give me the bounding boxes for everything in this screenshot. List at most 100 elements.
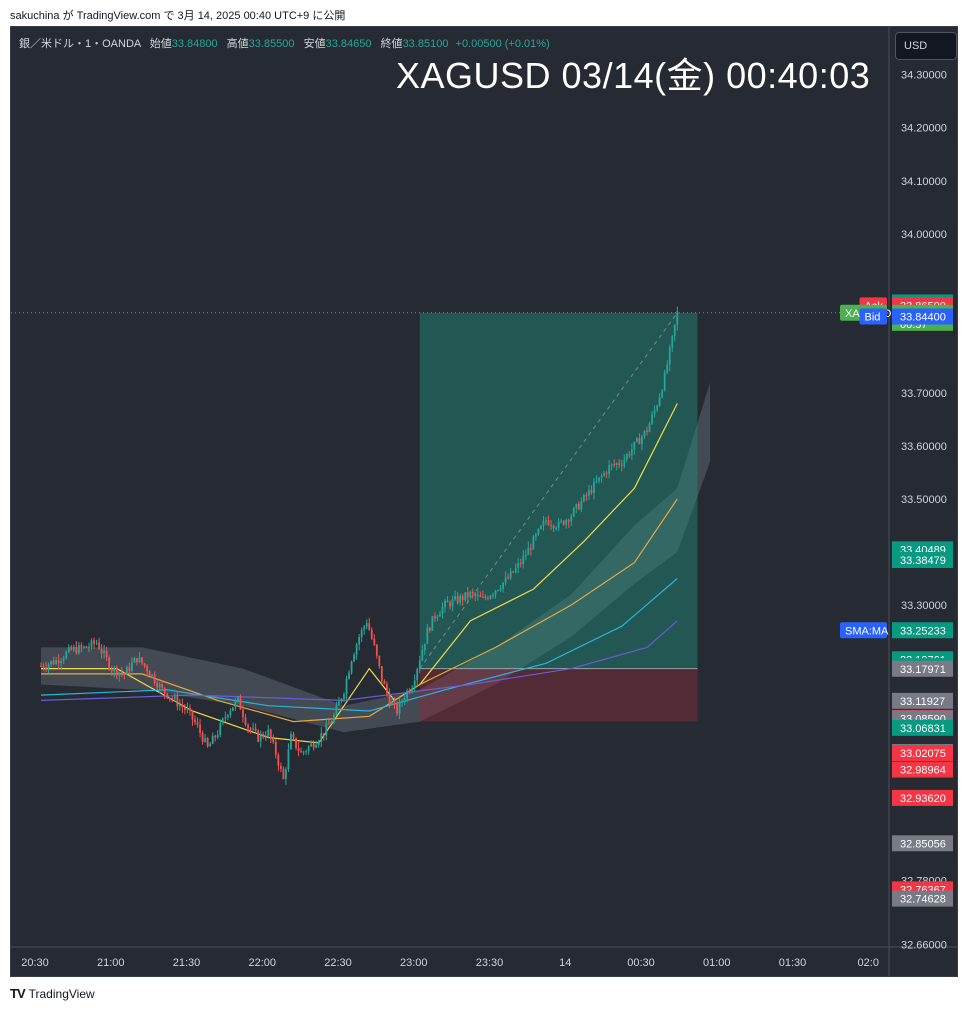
candle-body: [166, 693, 169, 699]
candle-body: [492, 594, 494, 596]
candle-body: [413, 680, 416, 689]
candle-body: [153, 674, 156, 683]
candle-body: [158, 684, 161, 688]
candle-body: [108, 657, 111, 669]
candle-body: [136, 658, 138, 663]
candle-body: [393, 702, 396, 704]
candle-body: [118, 672, 121, 676]
candle-body: [471, 591, 474, 594]
candle-body: [661, 390, 664, 397]
candle-body: [370, 630, 373, 639]
price-chart[interactable]: 20:30 21:00 21:30 22:00 22:30 23:00 23:30 14 00:…: [11, 27, 957, 976]
candle-body: [522, 555, 525, 564]
candle-body: [156, 682, 159, 688]
candle-body: [570, 516, 573, 522]
candle-body: [330, 722, 333, 724]
candle-body: [80, 645, 83, 648]
candle-body: [93, 640, 95, 644]
candle-body: [555, 528, 557, 530]
candle-body: [481, 596, 484, 598]
candle-body: [416, 669, 419, 681]
candle-body: [320, 733, 323, 742]
candle-body: [560, 520, 563, 522]
time-tick-label: 22:30: [324, 957, 352, 969]
candle-body: [373, 638, 376, 645]
candle-body: [310, 743, 313, 747]
candle-body: [469, 591, 472, 598]
candle-body: [350, 661, 353, 673]
candle-body: [226, 714, 229, 718]
candle-body: [269, 729, 272, 739]
candle-body: [502, 582, 504, 589]
symbol-legend: 銀／米ドル・1・OANDA 始値33.84800 高値33.85500 安値33…: [19, 35, 550, 51]
candle-body: [60, 660, 63, 664]
candle-body: [396, 703, 398, 714]
candle-body: [431, 616, 434, 631]
price-axis-badge: [892, 761, 953, 778]
candle-body: [353, 654, 355, 662]
candle-body: [378, 655, 381, 667]
time-tick-label: 22:00: [248, 957, 276, 969]
currency-button[interactable]: USD: [895, 32, 957, 60]
candle-body: [577, 503, 580, 510]
candle-body: [204, 738, 207, 742]
candle-body: [340, 698, 343, 702]
high-label: 高値: [226, 38, 249, 50]
candle-body: [305, 751, 308, 753]
candle-body: [95, 642, 98, 644]
candle-body: [547, 520, 550, 526]
candle-body: [232, 707, 234, 711]
candle-body: [474, 593, 477, 596]
candle-body: [580, 501, 583, 510]
candle-body: [527, 547, 530, 556]
candle-body: [186, 708, 189, 710]
price-tag-badge: [840, 622, 887, 639]
candle-body: [380, 666, 383, 682]
candle-body: [423, 643, 426, 651]
candle-body: [292, 734, 295, 738]
price-tick-label: 34.20000: [901, 123, 947, 135]
candle-body: [643, 430, 646, 437]
candle-body: [115, 667, 118, 676]
candle-body: [249, 728, 252, 730]
price-axis-badge: [892, 835, 953, 852]
candle-body: [141, 657, 143, 664]
candle-body: [272, 738, 275, 742]
candle-body: [550, 525, 552, 527]
candle-body: [636, 438, 638, 442]
position-diagonal-line: [419, 312, 678, 669]
candle-body: [85, 646, 88, 648]
candle-body: [658, 396, 661, 407]
candle-body: [663, 372, 666, 391]
candle-body: [282, 768, 285, 779]
candle-body: [77, 645, 80, 654]
candle-body: [83, 646, 85, 648]
candle-body: [239, 696, 242, 710]
candle-body: [421, 650, 424, 661]
candle-body: [386, 684, 388, 694]
candle-body: [625, 454, 628, 460]
candle-body: [206, 738, 209, 747]
symbol-name[interactable]: 銀／米ドル・1・OANDA: [19, 38, 141, 50]
candle-body: [247, 724, 249, 729]
candle-body: [325, 723, 328, 736]
candle-body: [216, 734, 219, 738]
candle-body: [439, 614, 441, 617]
candle-body: [327, 723, 330, 725]
chart-panel[interactable]: 20:30 21:00 21:30 22:00 22:30 23:00 23:30 14 00:…: [10, 26, 958, 977]
time-tick-label: 21:30: [173, 957, 201, 969]
candle-body: [191, 710, 194, 720]
candle-body: [368, 623, 371, 631]
candle-body: [307, 746, 310, 752]
candle-body: [428, 627, 431, 631]
candle-body: [178, 704, 181, 707]
candle-body: [211, 735, 214, 744]
candle-body: [509, 571, 512, 579]
candle-body: [184, 707, 186, 710]
footer-branding[interactable]: TV TradingView: [10, 986, 95, 1001]
price-tick-label: 33.50000: [901, 494, 947, 506]
candle-body: [512, 571, 515, 573]
candle-body: [588, 490, 590, 496]
price-axis-badge-label: 33.11927: [900, 696, 945, 708]
candle-body: [610, 464, 613, 466]
